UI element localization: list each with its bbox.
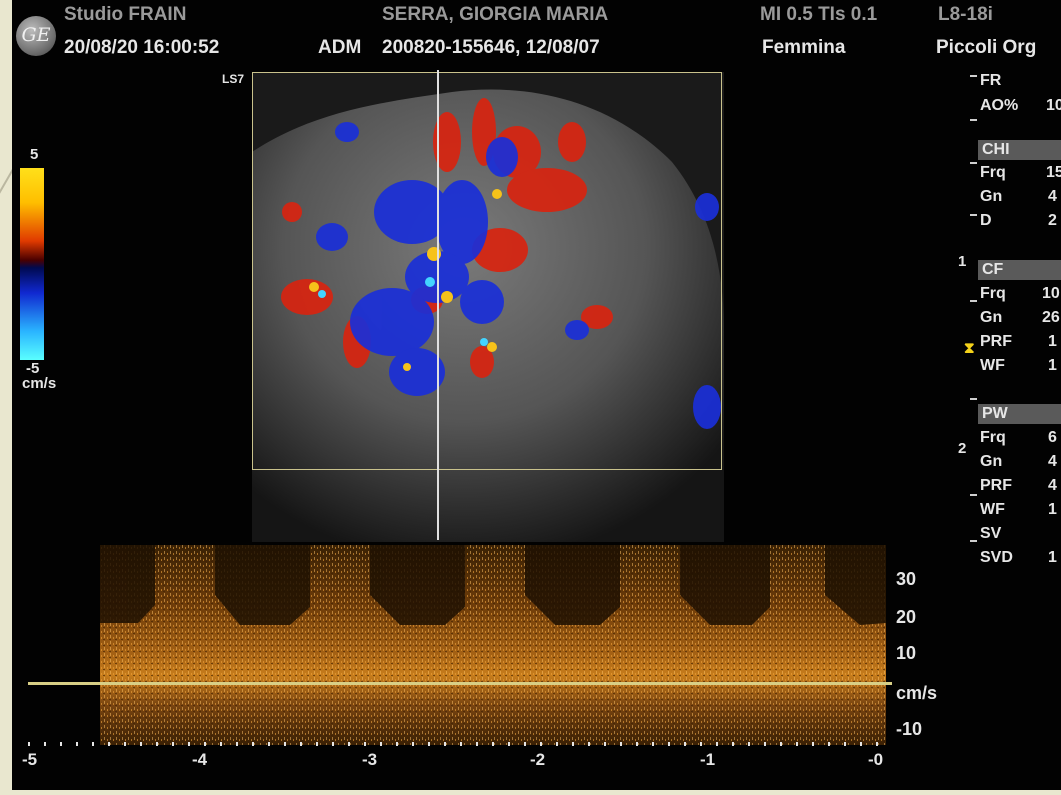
spectrum-baseline[interactable] [28,682,892,685]
safety-indices: MI 0.5 TIs 0.1 [760,4,878,25]
pw-prf-value: 4 [1048,477,1057,494]
exam-datetime: 20/08/20 16:00:52 [64,37,220,58]
pw-frq-label: Frq [980,429,1006,446]
time-tick-0: -0 [868,750,884,769]
velocity-tick-30: 30 [896,569,917,589]
section-chi-title: CHI [982,141,1010,158]
cf-prf-label: PRF [980,333,1012,350]
chi-frq-value: 15 [1046,164,1061,181]
flow-aliasing [309,189,502,371]
flow-red [281,98,613,378]
depth-tick [970,398,977,400]
flow-blue [316,122,721,429]
color-scale-max: 5 [30,146,39,163]
depth-tick [970,162,977,164]
time-tick-minus2: -2 [530,750,546,769]
exam-preset: Piccoli Org [936,37,1037,58]
param-fr: FR [980,72,1002,89]
cf-wf-value: 1 [1048,357,1057,374]
pw-frq-value: 6 [1048,429,1057,446]
time-tick-minus4: -4 [192,750,208,769]
pw-doppler-spectrum [100,545,886,745]
patient-id: 200820-155646, 12/08/07 [382,37,600,58]
chi-gn-value: 4 [1048,188,1057,205]
depth-tick [970,214,977,216]
depth-tick [970,540,977,542]
velocity-tick-20: 20 [896,607,917,627]
color-scale-min: -5 [26,360,40,377]
cf-gn-value: 26 [1042,309,1060,326]
operator: ADM [318,37,362,58]
cf-frq-value: 10 [1042,285,1060,302]
chi-d-value: 2 [1048,212,1057,229]
patient-sex: Femmina [762,37,846,58]
chi-d-label: D [980,212,992,229]
time-tick-minus3: -3 [362,750,378,769]
chi-frq-label: Frq [980,164,1006,181]
probe-label: LS7 [222,72,245,86]
section-pw: PW [978,404,1061,424]
pw-svd-label: SVD [980,549,1013,566]
patient-name: SERRA, GIORGIA MARIA [382,4,609,25]
time-tick-minus1: -1 [700,750,716,769]
velocity-unit: cm/s [896,683,938,703]
chi-gn-label: Gn [980,188,1003,205]
time-axis-dots [28,742,892,746]
pw-wf-label: WF [980,501,1005,518]
cf-frq-label: Frq [980,285,1006,302]
section-pw-title: PW [982,405,1008,422]
ge-logo: GE [16,16,56,56]
velocity-tick-10: 10 [896,643,917,663]
time-tick-minus5: -5 [22,750,38,769]
depth-marker-2: 2 [958,440,967,457]
cf-wf-label: WF [980,357,1005,374]
probe-name: L8-18i [938,4,993,25]
depth-marker-1: 1 [958,253,967,270]
param-ao-value: 10 [1046,97,1061,114]
color-roi-box[interactable] [252,72,722,470]
studio-name: Studio FRAIN [64,4,187,25]
color-scale-unit: cm/s [22,375,57,392]
depth-tick [970,300,977,302]
section-cf: CF [978,260,1061,280]
pw-prf-label: PRF [980,477,1012,494]
depth-tick [970,494,977,496]
spectral-window [100,545,886,625]
cf-prf-value: 1 [1048,333,1057,350]
focus-marker-icon: ⧗ [964,340,975,357]
pw-gn-label: Gn [980,453,1003,470]
velocity-tick-minus10: -10 [896,719,923,739]
param-ao: AO% [980,97,1019,114]
ultrasound-screen: GE Studio FRAIN 20/08/20 16:00:52 ADM SE… [12,0,1061,790]
pw-sv-label: SV [980,525,1002,542]
depth-tick [970,119,977,121]
section-chi: CHI [978,140,1061,160]
cf-gn-label: Gn [980,309,1003,326]
depth-tick [970,75,977,77]
pw-svd-value: 1 [1048,549,1057,566]
pw-wf-value: 1 [1048,501,1057,518]
pw-gn-value: 4 [1048,453,1057,470]
doppler-cursor-line[interactable] [437,70,439,540]
section-cf-title: CF [982,261,1004,278]
color-velocity-bar [20,168,44,360]
color-doppler-image [252,72,724,542]
